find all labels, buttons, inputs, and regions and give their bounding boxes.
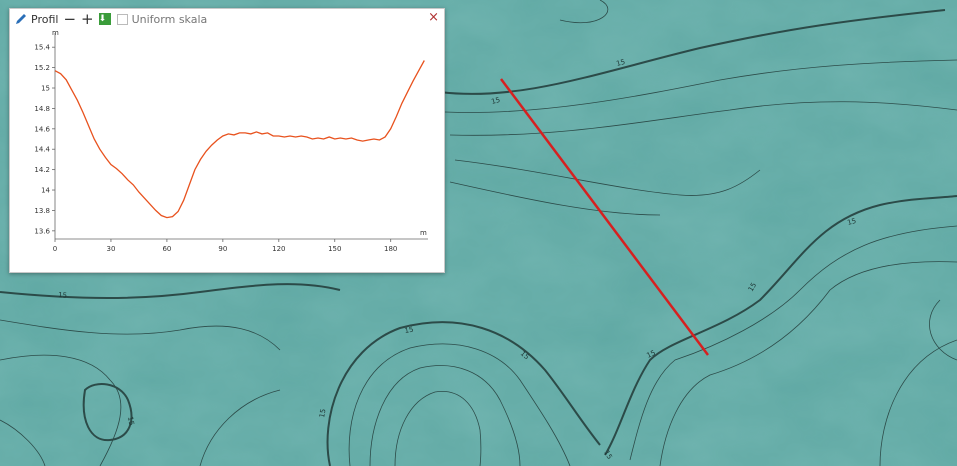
x-tick-label: 30: [106, 245, 115, 253]
svg-text:15: 15: [747, 281, 758, 293]
svg-text:15: 15: [615, 58, 626, 68]
y-tick-label: 14.2: [34, 166, 50, 174]
x-tick-label: 150: [328, 245, 341, 253]
x-axis: 0 30 60 90 120 150 180: [53, 238, 428, 253]
x-tick-label: 60: [162, 245, 171, 253]
svg-text:15: 15: [318, 408, 327, 418]
x-tick-label: 0: [53, 245, 57, 253]
profile-line[interactable]: [500, 78, 709, 356]
profile-toolbar: Profil − + ⬇ Uniform skala: [10, 9, 444, 29]
profile-title: Profil: [31, 12, 59, 26]
svg-text:15: 15: [126, 416, 135, 426]
x-axis-unit: m: [420, 229, 427, 237]
y-tick-label: 13.8: [34, 207, 50, 215]
x-tick-label: 120: [272, 245, 285, 253]
y-tick-label: 14.4: [34, 146, 50, 154]
contour-labels: 15 15 15 15 15 15 15 15 15 15 15: [58, 58, 857, 461]
y-axis: 13.6 13.8 14 14.2 14.4 14.6 14.8 15 15.2 15.4: [34, 33, 56, 239]
y-tick-label: 14.6: [34, 125, 50, 133]
zoom-in-button[interactable]: +: [81, 10, 94, 28]
x-tick-label: 180: [384, 245, 397, 253]
svg-text:15: 15: [645, 349, 656, 360]
close-icon[interactable]: ×: [428, 10, 439, 25]
profile-panel: Profil − + ⬇ Uniform skala × 13.6 13.8 14 1…: [9, 8, 445, 273]
y-tick-label: 15.2: [34, 64, 50, 72]
svg-text:15: 15: [846, 217, 857, 227]
pencil-icon[interactable]: [10, 12, 28, 26]
y-tick-label: 13.6: [34, 227, 50, 235]
zoom-out-button[interactable]: −: [63, 10, 77, 28]
svg-text:15: 15: [404, 326, 414, 335]
svg-text:15: 15: [58, 291, 68, 300]
download-icon[interactable]: ⬇: [98, 13, 111, 25]
profile-series-line: [54, 60, 425, 219]
profile-chart: 13.6 13.8 14 14.2 14.4 14.6 14.8 15 15.2 15.4 0 30…: [34, 29, 428, 253]
y-tick-label: 14.8: [34, 105, 50, 113]
y-tick-label: 15.4: [34, 44, 50, 52]
y-axis-unit: m: [52, 29, 59, 37]
y-tick-label: 15: [41, 85, 50, 93]
svg-text:15: 15: [490, 96, 501, 106]
svg-text:15: 15: [602, 449, 613, 461]
svg-text:15: 15: [519, 349, 531, 361]
x-tick-label: 90: [218, 245, 227, 253]
y-tick-label: 14: [41, 187, 50, 195]
uniform-scale-label: Uniform skala: [131, 12, 208, 26]
uniform-scale-checkbox[interactable]: [116, 13, 128, 25]
